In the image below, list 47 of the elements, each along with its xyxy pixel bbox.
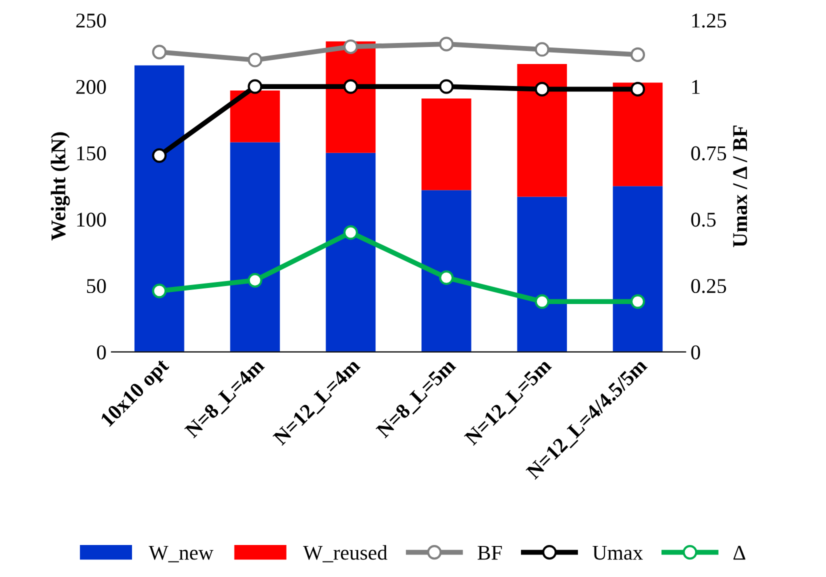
point xyxy=(248,273,262,288)
y-tick-label: 200 xyxy=(76,80,106,94)
legend-label: Δ xyxy=(733,546,746,560)
point xyxy=(630,47,646,62)
y2-tick-label: 0 xyxy=(691,345,700,360)
y2-tick-label: 0.75 xyxy=(691,146,726,160)
bar xyxy=(612,186,663,352)
point xyxy=(534,42,550,57)
bar xyxy=(422,98,472,190)
point xyxy=(439,36,454,52)
point xyxy=(439,270,454,285)
point xyxy=(630,294,646,309)
point xyxy=(152,44,167,60)
y-tick-label: 0 xyxy=(97,345,106,360)
point xyxy=(439,79,454,94)
legend-label: W_new xyxy=(148,546,214,562)
bar xyxy=(230,142,280,352)
bar xyxy=(612,82,663,186)
y-tick-label: 100 xyxy=(77,212,106,227)
y2-tick-label: 1.25 xyxy=(692,14,726,28)
bar xyxy=(517,64,567,197)
legend-label: W_reused xyxy=(303,545,388,562)
legend-label: BF xyxy=(478,546,502,560)
y2-tick-label: 0.25 xyxy=(691,278,726,294)
bar xyxy=(517,196,567,352)
point xyxy=(152,284,167,298)
bar xyxy=(422,190,472,352)
point xyxy=(152,148,167,163)
bar xyxy=(230,90,280,142)
point xyxy=(343,79,358,94)
point xyxy=(248,52,262,68)
point xyxy=(248,79,262,94)
y-tick-label: 50 xyxy=(87,278,106,294)
y2-axis-title: Umax / Δ / BF xyxy=(733,126,748,248)
y-axis-title: Weight (kN) xyxy=(50,132,70,240)
bar xyxy=(134,65,184,352)
point xyxy=(630,82,646,96)
y-tick-label: 250 xyxy=(76,14,106,28)
point xyxy=(534,82,550,96)
point xyxy=(534,294,550,309)
y2-tick-label: 1 xyxy=(692,80,700,94)
y-tick-label: 150 xyxy=(77,146,106,160)
legend-label: Umax xyxy=(592,546,643,560)
bar xyxy=(326,152,376,352)
y2-tick-label: 0.5 xyxy=(691,212,716,227)
point xyxy=(343,39,358,54)
point xyxy=(343,225,358,240)
